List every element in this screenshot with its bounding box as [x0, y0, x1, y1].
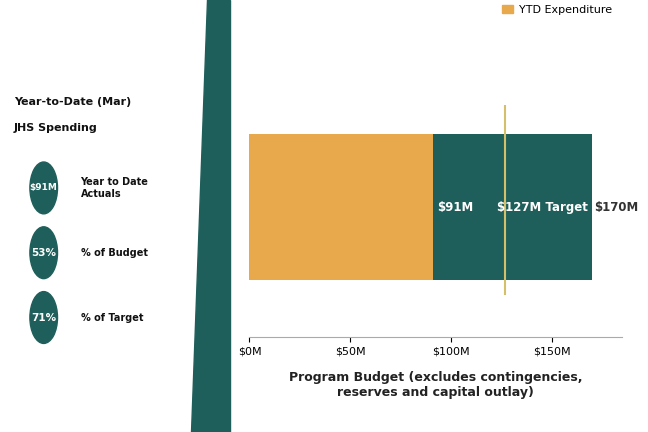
- Text: % of Target: % of Target: [80, 312, 143, 323]
- Circle shape: [27, 157, 60, 219]
- Text: Year to Date
Actuals: Year to Date Actuals: [80, 177, 148, 199]
- Text: $170M: $170M: [594, 201, 638, 214]
- Text: Joint Office of
Homeless Services: Joint Office of Homeless Services: [14, 380, 99, 402]
- Text: $127M Target: $127M Target: [497, 201, 588, 214]
- Bar: [249, 134, 433, 280]
- X-axis label: Program Budget (excludes contingencies,
reserves and capital outlay): Program Budget (excludes contingencies, …: [289, 371, 583, 399]
- Circle shape: [30, 162, 58, 214]
- Text: Financial: Financial: [14, 24, 105, 42]
- Text: Summary: Summary: [14, 54, 110, 72]
- Circle shape: [27, 222, 60, 284]
- Text: $91M: $91M: [30, 184, 58, 192]
- Text: 53%: 53%: [31, 248, 56, 258]
- Circle shape: [27, 286, 60, 349]
- Text: % of Budget: % of Budget: [80, 248, 148, 258]
- Circle shape: [30, 227, 58, 279]
- Text: JHS Spending: JHS Spending: [14, 123, 98, 133]
- Legend: Program Budget, YTD Expenditure: Program Budget, YTD Expenditure: [498, 0, 616, 19]
- Bar: [433, 134, 592, 280]
- Polygon shape: [191, 0, 230, 432]
- Text: 71%: 71%: [31, 312, 56, 323]
- Text: $91M: $91M: [437, 201, 473, 214]
- Circle shape: [30, 292, 58, 343]
- Text: Year-to-Date (Mar): Year-to-Date (Mar): [14, 97, 131, 107]
